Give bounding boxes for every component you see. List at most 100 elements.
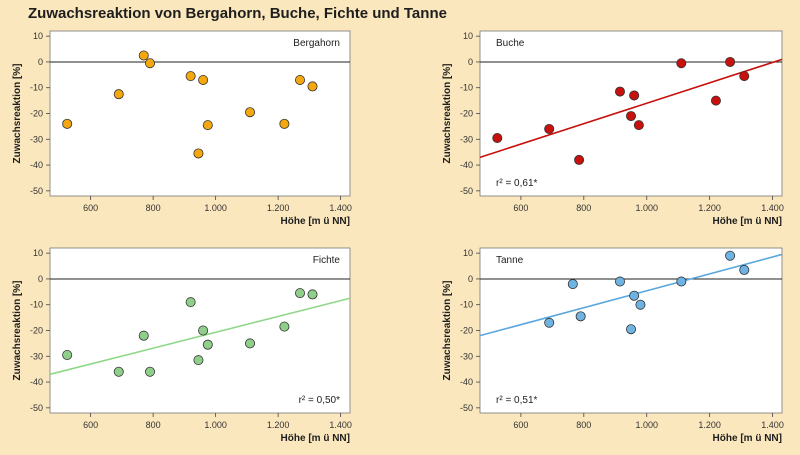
panel-fichte: 10 0 -10 -20 -30 -40 -50 600 800 1.000 1.200 1.400 F… [0,245,400,450]
x-tick-label: 1.200 [698,203,721,213]
data-point [676,276,687,287]
y-tick-label: -50 [30,186,43,196]
species-label-buche: Buche [496,38,525,49]
trend-line [49,297,351,376]
y-tick-label: -10 [460,83,473,93]
data-point [138,330,149,341]
x-axis-label: Höhe [m ü NN] [713,216,782,227]
x-tick-label: 1.000 [635,203,658,213]
data-point [544,317,555,328]
y-axis-label: Zuwachsreaktion [%] [442,63,453,163]
data-point [144,58,155,69]
data-point [144,366,155,377]
y-tick-label: 10 [33,248,43,258]
data-point [633,120,644,131]
y-tick-label: -30 [30,134,43,144]
data-point [185,71,196,82]
x-tick-label: 1.400 [761,203,784,213]
data-point [739,264,750,275]
r2-label: r² = 0,51* [496,395,538,406]
y-tick-label: -50 [30,403,43,413]
y-tick-label: 0 [38,57,43,67]
data-point [193,148,204,159]
data-point [279,321,290,332]
chart-buche: 10 0 -10 -20 -30 -40 -50 600 800 1.000 1.200 1.400 B… [442,30,784,227]
y-tick-label: -20 [460,109,473,119]
panel-buche: 10 0 -10 -20 -30 -40 -50 600 800 1.000 1.200 1.400 B… [432,28,800,233]
x-tick-label: 1.000 [204,203,227,213]
x-tick-label: 1.000 [204,420,227,430]
y-tick-label: -20 [30,109,43,119]
species-label-bergahorn: Bergahorn [293,38,340,49]
trend-line [479,58,783,159]
data-point [544,123,555,134]
data-point [138,50,149,61]
y-tick-label: -20 [30,326,43,336]
data-point [202,120,213,131]
y-tick-label: -30 [460,134,473,144]
y-axis-label: Zuwachsreaktion [%] [442,280,453,380]
x-axis-label: Höhe [m ü NN] [281,433,350,444]
x-tick-label: 800 [576,420,591,430]
data-point [62,118,73,129]
y-tick-label: -10 [30,83,43,93]
y-tick-label: 10 [33,31,43,41]
data-point [185,297,196,308]
y-axis-label: Zuwachsreaktion [%] [12,280,23,380]
chart-fichte: 10 0 -10 -20 -30 -40 -50 600 800 1.000 1.200 1.400 F… [12,247,352,444]
y-tick-label: -50 [460,186,473,196]
panel-tanne: 10 0 -10 -20 -30 -40 -50 600 800 1.000 1.200 1.400 T… [432,245,800,450]
x-axis-label: Höhe [m ü NN] [713,433,782,444]
x-tick-label: 800 [576,203,591,213]
data-point [307,289,318,300]
y-tick-label: -40 [460,160,473,170]
data-point [244,107,255,118]
data-point [567,279,578,290]
data-point [575,311,586,322]
y-tick-label: -50 [460,403,473,413]
data-point [294,288,305,299]
x-tick-label: 800 [146,420,161,430]
x-tick-label: 600 [83,203,98,213]
y-tick-label: -40 [460,377,473,387]
y-tick-label: 0 [468,57,473,67]
data-point [629,290,640,301]
data-point [113,89,124,100]
data-point [725,56,736,67]
data-point [614,276,625,287]
data-point [739,71,750,82]
panel-bergahorn: 10 0 -10 -20 -30 -40 -50 600 800 1.000 1.200 1.400 B… [0,28,400,233]
data-point [710,95,721,106]
data-point [193,355,204,366]
y-tick-label: -20 [460,326,473,336]
y-tick-label: -30 [460,351,473,361]
y-tick-label: 10 [463,248,473,258]
x-tick-label: 1.400 [329,203,352,213]
y-tick-label: 0 [468,274,473,284]
data-point [198,74,209,85]
x-tick-label: 1.000 [635,420,658,430]
x-tick-label: 1.400 [329,420,352,430]
data-point [202,339,213,350]
r2-label: r² = 0,50* [299,395,341,406]
y-tick-label: 0 [38,274,43,284]
y-tick-label: 10 [463,31,473,41]
y-tick-label: -30 [30,351,43,361]
data-point [307,81,318,92]
plot-area [49,30,351,197]
data-point [244,338,255,349]
species-label-tanne: Tanne [496,255,524,266]
x-tick-label: 1.400 [761,420,784,430]
data-point [725,250,736,261]
x-tick-label: 600 [513,420,528,430]
data-point [198,325,209,336]
data-point [113,366,124,377]
data-point [279,118,290,129]
y-tick-label: -40 [30,160,43,170]
species-label-fichte: Fichte [313,255,341,266]
y-axis-label: Zuwachsreaktion [%] [12,63,23,163]
y-tick-label: -10 [460,300,473,310]
x-tick-label: 600 [83,420,98,430]
x-tick-label: 800 [146,203,161,213]
y-tick-label: -40 [30,377,43,387]
